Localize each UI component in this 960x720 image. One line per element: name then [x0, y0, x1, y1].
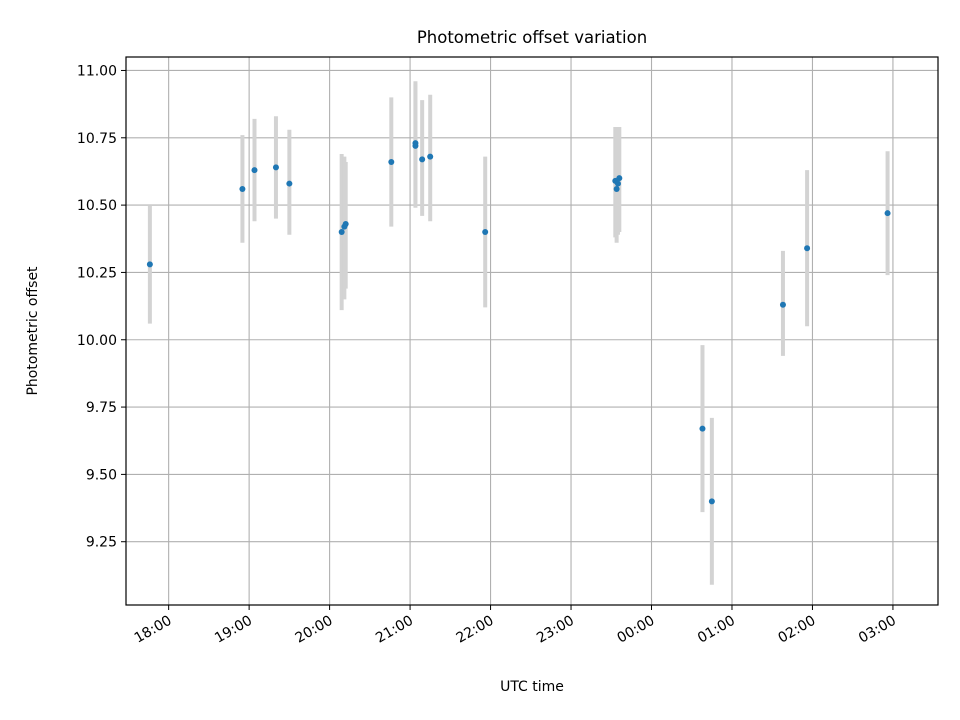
- y-axis-ticks: 9.25 9.50 9.75 10.00 10.25 10.50 10.75 11.00: [77, 63, 126, 551]
- y-tick-label: 9.75: [86, 400, 117, 416]
- data-point: [804, 245, 811, 252]
- data-point: [613, 185, 620, 192]
- chart-title: Photometric offset variation: [417, 28, 647, 47]
- y-tick-label: 9.50: [86, 467, 117, 483]
- data-point: [272, 164, 279, 171]
- plot-frame: [125, 56, 939, 606]
- y-tick-label: 11.00: [77, 63, 117, 79]
- data-point: [388, 159, 395, 166]
- data-point: [616, 175, 623, 182]
- y-axis-label: Photometric offset: [25, 266, 41, 396]
- data-point: [338, 229, 345, 236]
- data-point: [614, 180, 621, 187]
- data-point: [286, 180, 293, 187]
- data-point: [427, 153, 434, 160]
- data-point: [251, 167, 258, 174]
- data-point: [779, 301, 786, 308]
- data-point: [708, 498, 715, 505]
- y-tick-label: 10.00: [77, 333, 117, 349]
- data-point: [146, 261, 153, 268]
- data-point: [699, 425, 706, 432]
- y-tick-label: 10.25: [77, 265, 117, 281]
- data-point: [419, 156, 426, 163]
- data-point: [412, 142, 419, 149]
- y-tick-label: 10.75: [77, 131, 117, 147]
- y-tick-label: 9.25: [86, 535, 117, 551]
- data-point: [239, 185, 246, 192]
- grid-layer: [126, 57, 938, 605]
- point-layer: [146, 140, 891, 505]
- data-point: [482, 229, 489, 236]
- data-point: [342, 220, 349, 227]
- data-point: [884, 210, 891, 217]
- y-tick-label: 10.50: [77, 198, 117, 214]
- x-axis-label: UTC time: [500, 679, 564, 695]
